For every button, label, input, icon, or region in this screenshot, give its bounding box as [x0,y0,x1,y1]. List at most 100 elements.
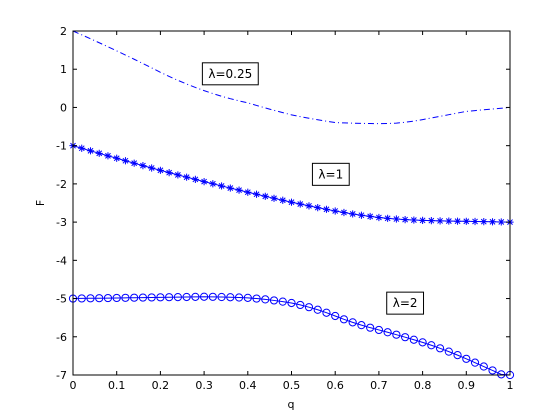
annotation-label: λ=2 [393,296,418,310]
data-point [278,297,287,306]
data-point [480,218,488,226]
x-tick-label: 0.8 [414,379,432,392]
data-point [462,217,470,225]
data-point [357,321,366,330]
data-point [200,292,209,301]
data-point [252,294,261,303]
y-tick-label: -7 [56,369,67,382]
data-point [174,171,182,179]
annotation-label: λ=0.25 [208,67,252,81]
x-tick-label: 0.5 [283,379,301,392]
data-point [409,335,418,344]
x-tick-label: 0.6 [326,379,344,392]
data-point [121,293,130,302]
series-layer [68,30,515,380]
annotation-label: λ=1 [318,167,343,181]
data-point [226,184,234,192]
data-point [462,354,471,363]
data-point [217,182,226,190]
data-point [261,192,269,200]
y-tick-label: -6 [56,331,67,344]
data-point [139,161,147,170]
annotation-3: λ=2 [386,291,425,315]
data-point [191,175,199,184]
series-2 [69,142,514,226]
data-point [401,215,409,224]
data-point [357,211,366,219]
data-point [226,293,235,302]
data-point [156,166,164,174]
data-point [313,305,322,314]
data-point [348,318,357,327]
annotation-1: λ=0.25 [201,62,259,86]
data-point [173,292,182,302]
data-point [217,292,226,302]
axes-layer: 0 0.1 0.2 0.3 0.4 0.5 0.6 0.7 0.8 0.9 1 2 1 0 -1 -2 -3 -4… [56,25,513,392]
data-point [470,358,480,367]
data-point [453,351,462,360]
data-point [78,144,86,152]
x-tick-label: 0.1 [108,379,126,392]
data-point [296,300,305,310]
data-point [148,164,156,172]
data-point [234,293,244,302]
y-tick-label: -1 [56,140,67,153]
x-tick-label: 0.3 [195,379,213,392]
data-point [130,293,139,302]
data-point [349,210,357,218]
data-point [366,212,374,221]
y-axis-label: F [34,200,47,206]
annotation-box [201,62,259,86]
data-point [322,205,331,213]
data-point [304,303,314,312]
data-point [279,196,287,204]
data-point [209,180,217,188]
y-tick-label: 0 [60,101,67,114]
y-tick-label: 2 [60,25,67,38]
data-point [435,344,445,353]
data-point [165,293,174,302]
annotation-layer: λ=0.25 λ=1 λ=2 [201,62,425,315]
data-point [287,198,296,206]
data-point [436,217,444,225]
data-point [270,194,278,202]
data-point [383,328,392,337]
data-point [156,293,165,302]
data-point [497,370,506,379]
y-tick-label: -5 [56,293,67,306]
data-point [488,366,497,375]
data-point [130,159,138,167]
data-point [191,292,200,301]
series-3-line [72,296,511,376]
data-point [445,217,453,225]
series-3 [68,292,515,380]
data-point [488,218,497,226]
data-point [112,293,121,303]
y-tick-label: -2 [56,178,67,191]
data-point [244,188,252,196]
x-tick-label: 0.9 [458,379,476,392]
y-tick-label: -3 [56,216,67,229]
x-tick-label: 0 [70,379,77,392]
data-point [77,294,86,303]
x-tick-label: 0.2 [152,379,170,392]
data-point [375,213,383,222]
data-point [384,214,392,222]
data-point [104,152,112,160]
data-point [252,190,261,198]
data-point [103,293,113,303]
data-point [419,216,427,224]
data-point [138,293,148,302]
data-point [261,295,270,304]
data-point [410,216,418,224]
data-point [339,315,349,324]
x-tick-label: 0.4 [239,379,257,392]
data-point [113,154,121,162]
data-point [427,217,435,225]
data-point [208,292,217,301]
data-point [374,325,383,335]
data-point [331,207,339,215]
data-point [322,308,331,317]
annotation-box [386,291,425,315]
